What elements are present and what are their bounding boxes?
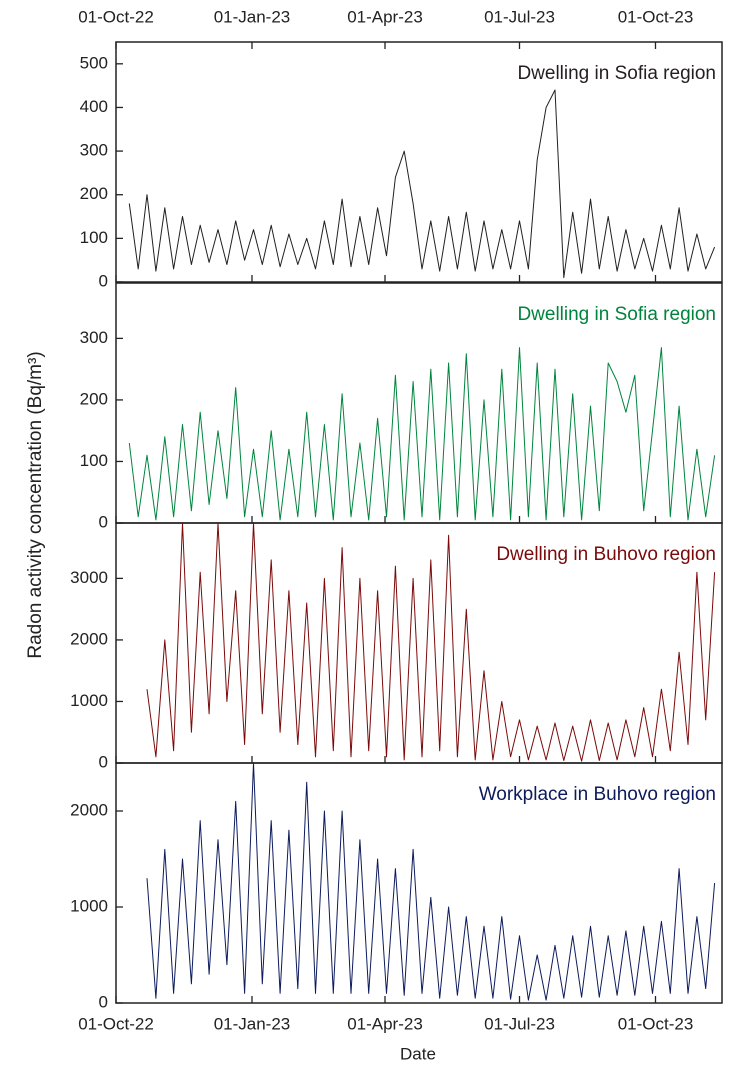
x-axis-label: Date bbox=[400, 1044, 436, 1063]
y-tick-label: 0 bbox=[99, 752, 108, 771]
y-tick-label: 3000 bbox=[70, 568, 108, 587]
y-tick-label: 2000 bbox=[70, 800, 108, 819]
x-tick-label-top: 01-Jul-23 bbox=[484, 7, 555, 26]
y-tick-label: 100 bbox=[80, 228, 108, 247]
y-tick-label: 0 bbox=[99, 992, 108, 1011]
y-tick-label: 0 bbox=[99, 271, 108, 290]
panel-frame bbox=[115, 762, 723, 1004]
x-tick-label: 01-Apr-23 bbox=[347, 1014, 423, 1033]
series-line bbox=[146, 522, 716, 762]
panel-frame bbox=[115, 41, 723, 283]
y-tick-label: 400 bbox=[80, 97, 108, 116]
x-tick-label-top: 01-Jan-23 bbox=[214, 7, 291, 26]
x-tick-label-top: 01-Oct-23 bbox=[618, 7, 694, 26]
x-tick-label: 01-Jan-23 bbox=[214, 1014, 291, 1033]
panel-title: Dwelling in Sofia region bbox=[517, 304, 716, 325]
y-axis-label: Radon activity concentration (Bq/m³) bbox=[25, 351, 46, 658]
y-tick-label: 200 bbox=[80, 184, 108, 203]
series-line bbox=[146, 762, 716, 1001]
y-tick-label: 100 bbox=[80, 451, 108, 470]
panel-title: Dwelling in Buhovo region bbox=[496, 544, 716, 565]
series-line bbox=[128, 89, 716, 279]
y-tick-label: 1000 bbox=[70, 896, 108, 915]
x-tick-label: 01-Oct-22 bbox=[78, 1014, 154, 1033]
y-tick-label: 1000 bbox=[70, 691, 108, 710]
x-tick-label: 01-Oct-23 bbox=[618, 1014, 694, 1033]
x-tick-label-top: 01-Apr-23 bbox=[347, 7, 423, 26]
y-tick-label: 2000 bbox=[70, 629, 108, 648]
y-tick-label: 300 bbox=[80, 328, 108, 347]
series-line bbox=[128, 347, 716, 521]
y-tick-label: 300 bbox=[80, 141, 108, 160]
x-tick-label-top: 01-Oct-22 bbox=[78, 7, 154, 26]
x-tick-label: 01-Jul-23 bbox=[484, 1014, 555, 1033]
y-tick-label: 500 bbox=[80, 53, 108, 72]
panel-title: Workplace in Buhovo region bbox=[479, 784, 716, 805]
y-tick-label: 0 bbox=[99, 512, 108, 531]
panel-title: Dwelling in Sofia region bbox=[517, 63, 716, 84]
y-tick-label: 200 bbox=[80, 389, 108, 408]
